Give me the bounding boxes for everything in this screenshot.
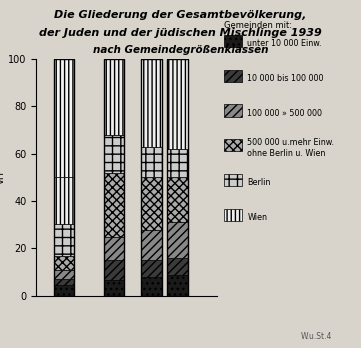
Bar: [141, 59, 162, 296]
Text: Gemeinden mit:: Gemeinden mit:: [224, 21, 292, 30]
Text: Die Gliederung der Gesamtbevölkerung,: Die Gliederung der Gesamtbevölkerung,: [54, 10, 307, 21]
Bar: [167, 59, 188, 296]
Text: nach Gemeindegrößenklassen: nach Gemeindegrößenklassen: [93, 45, 268, 55]
Bar: [104, 135, 125, 173]
Bar: [104, 280, 125, 296]
Bar: [104, 59, 125, 135]
Bar: [54, 59, 74, 296]
Bar: [141, 230, 162, 260]
Bar: [104, 237, 125, 260]
Bar: [167, 59, 188, 149]
Text: Wien: Wien: [247, 213, 267, 222]
Bar: [54, 59, 74, 177]
Y-axis label: vH: vH: [0, 171, 5, 184]
Bar: [104, 173, 125, 237]
Bar: [54, 279, 74, 285]
Bar: [54, 270, 74, 279]
Bar: [104, 59, 125, 296]
Text: W.u.St.4: W.u.St.4: [301, 332, 332, 341]
Bar: [54, 255, 74, 270]
Bar: [167, 149, 188, 177]
Bar: [141, 147, 162, 177]
Text: unter 10 000 Einw.: unter 10 000 Einw.: [247, 39, 322, 48]
Bar: [167, 177, 188, 222]
Bar: [54, 177, 74, 224]
Text: der Juden und der jüdischen Mischlinge 1939: der Juden und der jüdischen Mischlinge 1…: [39, 28, 322, 38]
Bar: [141, 277, 162, 296]
Text: Berlin: Berlin: [247, 178, 271, 187]
Bar: [167, 258, 188, 275]
Text: 10 000 bis 100 000: 10 000 bis 100 000: [247, 74, 324, 83]
Bar: [167, 275, 188, 296]
Bar: [54, 285, 74, 296]
Bar: [141, 260, 162, 277]
Text: 500 000 u.mehr Einw.
ohne Berlin u. Wien: 500 000 u.mehr Einw. ohne Berlin u. Wien: [247, 138, 334, 158]
Bar: [141, 177, 162, 230]
Bar: [167, 222, 188, 258]
Bar: [104, 260, 125, 280]
Bar: [54, 224, 74, 255]
Bar: [141, 59, 162, 147]
Text: 100 000 » 500 000: 100 000 » 500 000: [247, 109, 322, 118]
